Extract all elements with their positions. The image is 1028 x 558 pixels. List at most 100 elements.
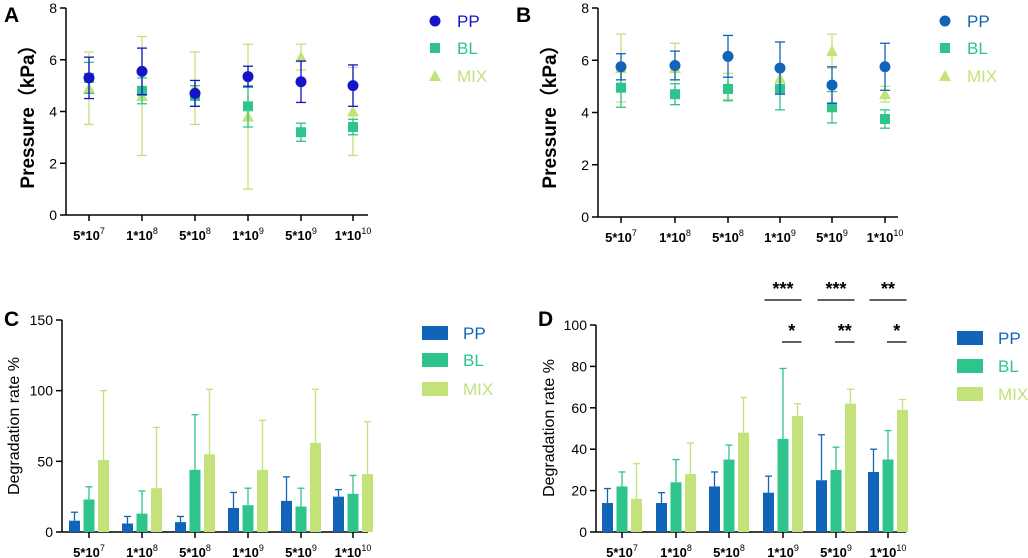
bar-bl [616, 486, 628, 532]
bar-pp [69, 520, 80, 532]
bar-bl [295, 506, 307, 532]
y-tick-label: 100 [30, 383, 54, 399]
point-pp [242, 71, 254, 83]
x-tick-exponent: 9 [259, 543, 264, 553]
legend-marker-bl [430, 43, 440, 53]
bar-bl [670, 482, 682, 532]
x-tick-base: 5*10 [73, 228, 100, 243]
x-tick-label: 5*108 [179, 226, 211, 243]
x-tick-base: 1*10 [764, 230, 791, 245]
legend-label-pp: PP [457, 12, 480, 31]
significance-label: * [788, 321, 795, 341]
x-tick-base: 5*10 [816, 230, 843, 245]
legend-marker-mix [939, 70, 951, 81]
x-tick-label: 5*108 [713, 543, 745, 558]
x-tick-exponent: 10 [361, 543, 371, 553]
legend-swatch-bl [422, 353, 448, 367]
x-tick-base: 1*10 [126, 228, 153, 243]
legend-label-mix: MIX [463, 380, 493, 399]
y-tick-label: 0 [581, 209, 589, 225]
panel-c-ylabel: Degradation rate % [6, 357, 23, 495]
legend-label-pp: PP [998, 329, 1021, 348]
significance-label: *** [772, 279, 793, 299]
bar-bl [830, 469, 842, 532]
legend-label-pp: PP [463, 324, 486, 343]
bar-pp [816, 480, 827, 532]
point-pp [774, 62, 786, 74]
x-tick-base: 1*10 [659, 230, 686, 245]
bar-mix [897, 409, 908, 532]
x-tick-base: 5*10 [285, 545, 312, 558]
legend-label-mix: MIX [998, 385, 1028, 404]
x-tick-base: 1*10 [232, 545, 259, 558]
bar-mix [151, 488, 162, 532]
point-bl [723, 83, 733, 94]
x-tick-exponent: 7 [632, 228, 637, 238]
x-tick-exponent: 9 [847, 543, 852, 553]
x-tick-label: 5*108 [179, 543, 211, 558]
bar-pp [763, 492, 774, 532]
x-tick-label: 1*1010 [870, 543, 907, 558]
bar-mix [204, 454, 215, 532]
x-tick-base: 5*10 [285, 228, 312, 243]
x-tick-base: 5*10 [605, 230, 632, 245]
x-tick-exponent: 9 [312, 226, 317, 236]
x-tick-exponent: 8 [686, 228, 691, 238]
x-tick-label: 5*107 [605, 228, 637, 245]
panel-d-letter: D [538, 308, 553, 331]
point-pp [615, 61, 627, 73]
bar-bl [189, 469, 201, 532]
y-tick-label: 2 [49, 155, 57, 171]
x-tick-label: 5*109 [816, 228, 848, 245]
x-tick-exponent: 7 [633, 543, 638, 553]
panel-a-letter: A [4, 4, 19, 27]
bar-pp [868, 471, 879, 532]
y-tick-label: 60 [571, 400, 587, 416]
x-tick-exponent: 7 [100, 226, 105, 236]
legend-label-mix: MIX [457, 67, 487, 86]
bar-mix [98, 459, 109, 532]
y-tick-label: 4 [581, 105, 589, 121]
bar-mix [685, 474, 696, 532]
bar-bl [347, 493, 359, 532]
y-tick-label: 50 [37, 453, 53, 469]
legend-marker-pp [429, 15, 441, 27]
legend-swatch-mix [422, 382, 448, 396]
point-pp [136, 65, 148, 77]
bar-bl [136, 513, 148, 532]
bar-bl [882, 459, 894, 532]
point-bl [827, 102, 837, 113]
significance-label: ** [881, 279, 895, 299]
x-tick-base: 1*10 [767, 545, 794, 558]
x-tick-label: 5*107 [73, 543, 105, 558]
x-tick-label: 5*109 [820, 543, 852, 558]
point-mix [826, 45, 838, 57]
x-tick-exponent: 8 [153, 226, 158, 236]
y-tick-label: 6 [581, 52, 589, 68]
x-tick-base: 5*10 [713, 545, 740, 558]
x-tick-exponent: 9 [259, 226, 264, 236]
x-tick-label: 5*109 [285, 543, 317, 558]
legend-marker-pp [939, 15, 951, 27]
y-tick-label: 0 [45, 524, 53, 540]
legend-label-mix: MIX [967, 67, 997, 86]
y-tick-label: 6 [49, 52, 57, 68]
legend-marker-bl [940, 43, 950, 53]
x-tick-label: 1*1010 [335, 543, 372, 558]
x-tick-base: 1*10 [660, 545, 687, 558]
bar-pp [281, 500, 292, 532]
point-pp [669, 59, 681, 71]
x-tick-label: 1*109 [232, 543, 264, 558]
legend-swatch-pp [957, 331, 983, 345]
x-tick-exponent: 10 [361, 226, 371, 236]
bar-pp [709, 486, 720, 532]
x-tick-base: 1*10 [335, 228, 362, 243]
panel-d-ylabel: Degradation rate % [541, 359, 558, 497]
point-mix [347, 105, 359, 117]
y-tick-label: 0 [579, 524, 587, 540]
bar-mix [738, 432, 749, 532]
